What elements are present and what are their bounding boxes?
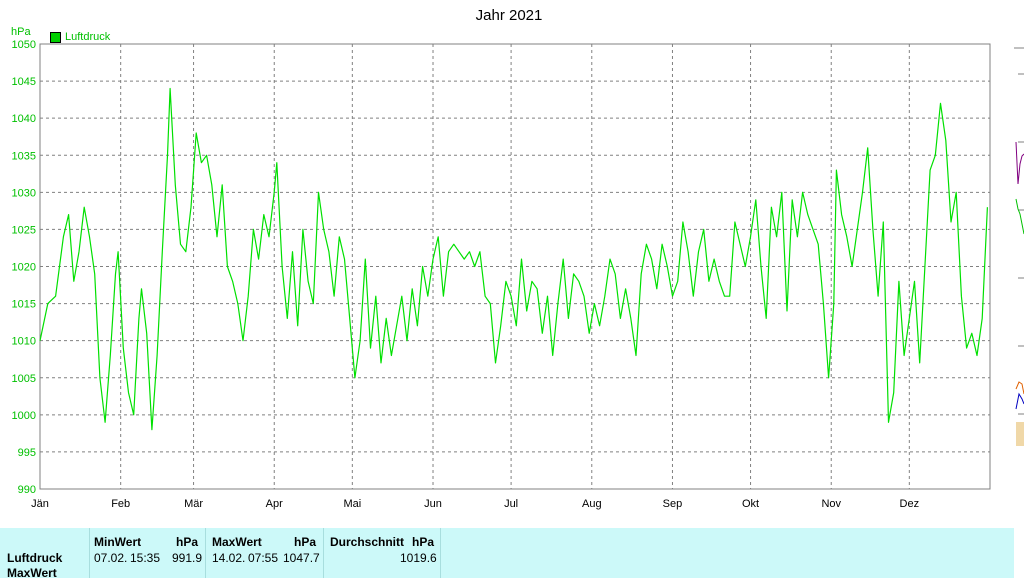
- grid-lines: [40, 44, 990, 489]
- min-header: MinWert: [94, 535, 142, 549]
- stats-table: Luftdruck MaxWert MinWert hPa 07.02. 15:…: [0, 528, 1024, 580]
- x-tick-label: Feb: [111, 498, 130, 510]
- x-tick-label: Apr: [266, 498, 283, 510]
- y-tick-label: 1050: [12, 39, 36, 51]
- min-time: 15:35: [130, 551, 161, 565]
- avg-unit: hPa: [412, 535, 435, 549]
- max-time: 07:55: [248, 551, 279, 565]
- axis-ticks: 990 995 1000 1005 1010 1015 1020 1025 1030 1035 10…: [12, 39, 920, 510]
- row-label-luftdruck: Luftdruck: [7, 551, 63, 565]
- x-tick-label: Mär: [184, 498, 203, 510]
- x-tick-label: Jun: [424, 498, 442, 510]
- x-tick-label: Jän: [31, 498, 49, 510]
- y-tick-label: 990: [18, 484, 36, 496]
- row-label-column: Luftdruck MaxWert: [0, 528, 90, 580]
- y-tick-label: 1040: [12, 113, 36, 125]
- y-tick-label: 1025: [12, 224, 36, 236]
- y-tick-label: 1015: [12, 299, 36, 311]
- x-tick-label: Nov: [821, 498, 841, 510]
- chart-title: Jahr 2021: [475, 7, 543, 24]
- series-layer: [39, 87, 988, 431]
- legend: Luftdruck: [50, 31, 110, 43]
- y-tick-label: 1030: [12, 187, 36, 199]
- y-tick-label: 1000: [12, 410, 36, 422]
- x-tick-label: Sep: [663, 498, 683, 510]
- x-tick-label: Mai: [343, 498, 361, 510]
- x-tick-label: Jul: [504, 498, 518, 510]
- series-line-luftdruck: [39, 87, 988, 431]
- legend-swatch: [50, 31, 61, 43]
- min-date: 07.02.: [94, 551, 128, 565]
- y-tick-label: 1005: [12, 373, 36, 385]
- min-unit: hPa: [176, 535, 199, 549]
- row-label-maxwert: MaxWert: [7, 566, 57, 580]
- y-axis-unit: hPa: [11, 26, 31, 38]
- adjacent-chart-fragment: [1014, 44, 1024, 528]
- min-column: MinWert hPa 07.02. 15:35 991.9: [90, 528, 206, 578]
- y-tick-label: 995: [18, 447, 36, 459]
- max-value: 1047.7: [283, 551, 320, 565]
- max-unit: hPa: [294, 535, 317, 549]
- avg-header: Durchschnitt: [330, 535, 405, 549]
- table-fill: [441, 528, 1014, 578]
- y-tick-label: 1035: [12, 150, 36, 162]
- min-value: 991.9: [172, 551, 203, 565]
- x-tick-label: Okt: [742, 498, 759, 510]
- y-tick-label: 1010: [12, 336, 36, 348]
- avg-value: 1019.6: [400, 551, 437, 565]
- x-tick-label: Aug: [582, 498, 602, 510]
- chart-svg: 990 995 1000 1005 1010 1015 1020 1025 1030 1035 10…: [12, 39, 991, 510]
- max-date: 14.02.: [212, 551, 246, 565]
- legend-label: Luftdruck: [65, 31, 111, 43]
- y-tick-label: 1020: [12, 262, 36, 274]
- y-tick-label: 1045: [12, 76, 36, 88]
- avg-column: Durchschnitt hPa 1019.6: [324, 528, 441, 578]
- x-tick-label: Dez: [900, 498, 920, 510]
- max-header: MaxWert: [212, 535, 262, 549]
- max-column: MaxWert hPa 14.02. 07:55 1047.7: [206, 528, 324, 578]
